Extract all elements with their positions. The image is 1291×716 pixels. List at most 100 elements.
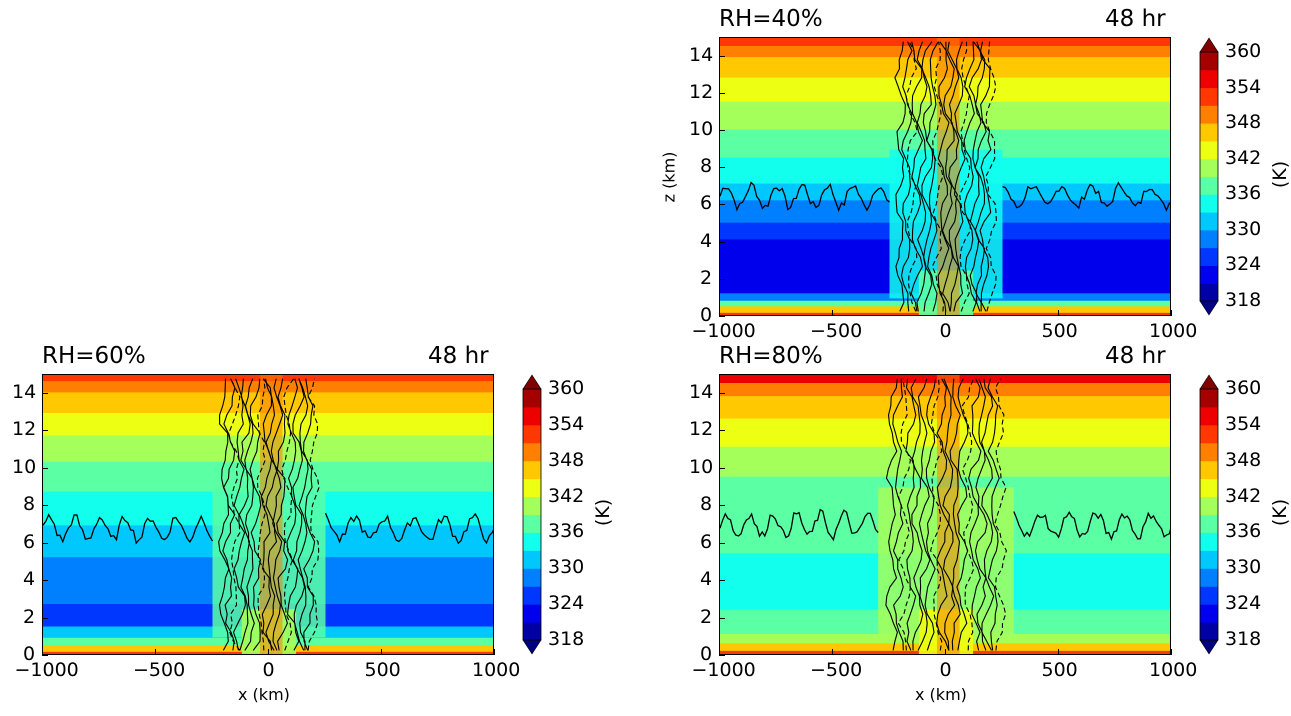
y-tick xyxy=(719,505,725,507)
colorbar-tick-label: 324 xyxy=(1225,592,1262,615)
x-tick xyxy=(268,649,269,655)
velocity-contour xyxy=(885,378,898,651)
x-tick xyxy=(945,310,946,316)
velocity-contour xyxy=(924,378,937,651)
velocity-contour xyxy=(249,378,262,651)
velocity-contour xyxy=(963,41,977,312)
x-tick-label: −500 xyxy=(133,659,186,681)
colorbar-segment xyxy=(523,622,541,641)
velocity-contour xyxy=(894,41,906,312)
velocity-contour xyxy=(994,378,1007,651)
y-tick-label: 14 xyxy=(689,380,714,403)
x-tick-label: −500 xyxy=(810,320,863,342)
colorbar-tick-label: 360 xyxy=(548,377,585,399)
colorbar-tick-label: 318 xyxy=(548,628,585,650)
colorbar-segment xyxy=(523,496,541,515)
y-tick-label: 8 xyxy=(700,155,713,178)
velocity-contour xyxy=(270,378,284,651)
colorbar-unit-label: (K) xyxy=(1269,160,1291,188)
colorbar-segment xyxy=(523,586,541,605)
y-tick xyxy=(719,55,725,57)
colorbar-segment xyxy=(1200,389,1218,408)
velocity-contour xyxy=(953,41,966,312)
colorbar-segment xyxy=(1200,478,1218,498)
x-axis-label: x (km) xyxy=(238,685,290,704)
y-tick xyxy=(719,316,725,317)
plot-area xyxy=(719,37,1171,316)
velocity-contour xyxy=(264,378,279,651)
colorbar-segment xyxy=(1200,140,1218,160)
colorbar-tick-label: 360 xyxy=(1225,40,1262,62)
colorbar-segment xyxy=(1200,622,1218,641)
x-tick xyxy=(494,649,495,655)
y-tick-label: 4 xyxy=(700,229,713,252)
plot-area xyxy=(42,374,494,655)
contour-line xyxy=(720,181,890,212)
colorbar-tick-label: 336 xyxy=(548,520,585,543)
panel-time-label: 48 hr xyxy=(1105,343,1166,369)
y-tick-label: 2 xyxy=(700,605,713,628)
colorbar-tick-label: 330 xyxy=(1225,556,1262,579)
y-tick-label: 12 xyxy=(689,80,714,103)
y-tick xyxy=(719,617,725,619)
colorbar-segment xyxy=(1200,406,1218,426)
colorbar-segment xyxy=(1200,105,1218,124)
colorbar xyxy=(522,374,542,655)
colorbar-tick-label: 354 xyxy=(1225,412,1262,435)
velocity-contour xyxy=(892,378,904,651)
colorbar-segment xyxy=(1200,176,1218,195)
contour-line xyxy=(43,513,214,545)
y-tick xyxy=(719,167,725,169)
y-tick xyxy=(42,580,48,582)
colorbar xyxy=(1199,374,1219,655)
contour-line xyxy=(1013,511,1170,541)
velocity-contour xyxy=(244,378,255,651)
colorbar-segment xyxy=(1200,460,1218,480)
plot-area xyxy=(719,374,1171,655)
velocity-contour xyxy=(917,378,931,651)
y-tick-label: 8 xyxy=(23,493,36,516)
velocity-contour xyxy=(260,378,273,651)
velocity-contour xyxy=(936,378,950,651)
colorbar-tick-label: 360 xyxy=(1225,377,1262,399)
colorbar-segment xyxy=(523,478,541,498)
y-tick xyxy=(42,392,48,394)
x-tick-label: 500 xyxy=(1041,659,1078,681)
velocity-contour xyxy=(937,41,950,312)
colorbar-segment xyxy=(523,406,541,426)
y-tick xyxy=(42,617,48,619)
colorbar-segment xyxy=(523,389,541,408)
x-tick-label: 0 xyxy=(939,320,952,342)
y-tick-label: 14 xyxy=(689,43,714,66)
colorbar xyxy=(1199,37,1219,316)
y-tick-label: 6 xyxy=(23,530,36,553)
colorbar-segment xyxy=(1200,568,1218,587)
velocity-contour xyxy=(941,41,955,312)
y-tick xyxy=(42,430,48,432)
velocity-contour xyxy=(931,41,945,312)
y-tick-label: 14 xyxy=(12,380,37,403)
colorbar-extend-top xyxy=(1199,37,1219,53)
velocity-contour xyxy=(968,41,983,312)
velocity-contour xyxy=(921,41,934,312)
panel-title: RH=40% xyxy=(719,6,823,32)
x-tick xyxy=(832,310,833,316)
x-tick xyxy=(1058,310,1059,316)
contour-line xyxy=(324,512,493,545)
y-tick xyxy=(719,241,725,243)
y-tick-label: 0 xyxy=(23,643,36,665)
panel-title: RH=80% xyxy=(719,343,823,369)
colorbar-segment xyxy=(1200,424,1218,444)
colorbar-segment xyxy=(1200,69,1218,89)
y-tick-label: 6 xyxy=(700,530,713,553)
y-tick xyxy=(719,430,725,432)
colorbar-tick-label: 348 xyxy=(1225,111,1262,134)
y-tick-label: 6 xyxy=(700,192,713,215)
y-tick xyxy=(42,505,48,507)
theta-field xyxy=(720,375,1170,654)
y-tick-label: 10 xyxy=(12,455,37,478)
colorbar-frame xyxy=(1199,388,1219,641)
y-tick xyxy=(719,542,725,544)
colorbar-segment xyxy=(1200,532,1218,551)
velocity-contour xyxy=(276,378,289,651)
